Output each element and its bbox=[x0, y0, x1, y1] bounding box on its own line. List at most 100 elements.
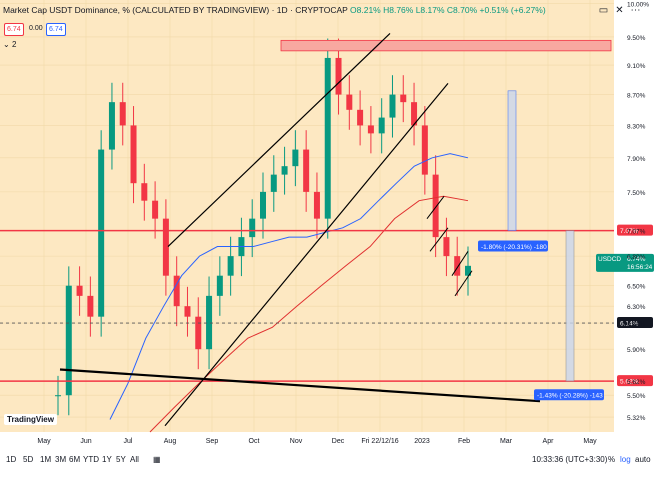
price-label-5-62-bg bbox=[617, 375, 653, 387]
candle-body bbox=[400, 94, 407, 103]
y-tick-label: 9.10% bbox=[627, 63, 646, 70]
candle-body bbox=[292, 149, 299, 167]
x-tick-label: Jul bbox=[124, 438, 133, 445]
time-axis-background bbox=[0, 432, 656, 450]
last-price-countdown: 16:56:24 bbox=[627, 264, 653, 271]
measure-label-2: -1.43% (-20.28%) -143 bbox=[537, 393, 603, 400]
x-tick-label: Dec bbox=[332, 438, 345, 445]
measure-label-2-bg bbox=[534, 389, 604, 401]
candle-body bbox=[227, 256, 234, 276]
candle-body bbox=[378, 117, 385, 134]
range-1y-button[interactable]: 1Y bbox=[102, 455, 112, 464]
range-1d-button[interactable]: 1D bbox=[6, 455, 17, 464]
measure-label-1: -1.80% (-20.31%) -180 bbox=[481, 244, 547, 251]
candle-body bbox=[87, 295, 94, 317]
candle-body bbox=[119, 102, 126, 126]
y-tick-label: 7.07% bbox=[627, 229, 646, 236]
trend-channel-upper[interactable] bbox=[167, 33, 391, 247]
y-tick-label: 7.50% bbox=[627, 190, 646, 197]
percent-toggle[interactable]: % bbox=[608, 455, 616, 464]
measure-box-1[interactable] bbox=[507, 90, 517, 231]
flag-line-a[interactable] bbox=[426, 195, 445, 219]
candle-body bbox=[173, 275, 180, 307]
last-price-symbol: USDCD bbox=[598, 256, 621, 263]
plot-background bbox=[0, 0, 614, 432]
candle-body bbox=[454, 256, 461, 276]
candle-body bbox=[324, 57, 331, 219]
range-3m-button[interactable]: 3M bbox=[55, 455, 67, 464]
price-axis[interactable]: 10.00% 9.50% 9.10% 8.70% 8.30% 7.90% 7.50% 7.07… bbox=[627, 1, 649, 422]
flag-line-b[interactable] bbox=[429, 227, 449, 252]
sell-price-pill[interactable]: 6.74 bbox=[4, 23, 24, 36]
flag-line-d[interactable] bbox=[454, 270, 473, 297]
price-label-7-07: 7.07% bbox=[620, 228, 639, 235]
chevron-down-icon: ⌄ bbox=[3, 40, 10, 49]
candle-body bbox=[346, 94, 353, 110]
range-1m-button[interactable]: 1M bbox=[40, 455, 52, 464]
spread-value: 0.00 bbox=[29, 25, 43, 32]
auto-toggle[interactable]: auto bbox=[635, 455, 651, 464]
range-5y-button[interactable]: 5Y bbox=[116, 455, 126, 464]
time-axis[interactable]: May Jun Jul Aug Sep Oct Nov Dec Fri 22/12/16 2023… bbox=[37, 438, 597, 445]
candle-body bbox=[411, 102, 418, 126]
x-tick-label: Apr bbox=[543, 438, 555, 445]
range-6m-button[interactable]: 6M bbox=[69, 455, 81, 464]
candle-body bbox=[141, 183, 148, 201]
x-tick-label: Feb bbox=[458, 438, 470, 445]
x-tick-label: Fri 22/12/16 bbox=[361, 438, 398, 445]
chart-title: Market Cap USDT Dominance, % (CALCULATED… bbox=[3, 5, 348, 15]
y-tick-label: 6.14% bbox=[627, 321, 646, 328]
candle-body bbox=[313, 191, 320, 219]
range-ytd-button[interactable]: YTD bbox=[83, 455, 99, 464]
candle-body bbox=[206, 295, 213, 350]
y-tick-label: 10.00% bbox=[627, 1, 649, 8]
trend-channel-lower[interactable] bbox=[164, 82, 449, 427]
last-price-bg bbox=[596, 253, 654, 272]
calendar-icon[interactable]: ▦ bbox=[153, 455, 161, 464]
y-tick-label: 6.50% bbox=[627, 284, 646, 291]
candle-body bbox=[76, 285, 83, 296]
logo-text: TradingView bbox=[7, 415, 54, 424]
clock-time[interactable]: 10:33:36 (UTC+3:30) bbox=[532, 455, 608, 464]
candle-body bbox=[130, 125, 137, 184]
y-tick-label: 5.62% bbox=[627, 379, 646, 386]
candle-body bbox=[421, 125, 428, 175]
close-icon[interactable]: ✕ bbox=[615, 5, 624, 16]
support-trend-line[interactable] bbox=[59, 368, 541, 403]
more-icon[interactable]: ⋯ bbox=[630, 5, 641, 16]
y-tick-label: 7.90% bbox=[627, 156, 646, 163]
candle-body bbox=[98, 149, 105, 317]
range-5d-button[interactable]: 5D bbox=[23, 455, 34, 464]
y-tick-label: 9.50% bbox=[627, 35, 646, 42]
range-all-button[interactable]: All bbox=[130, 455, 139, 464]
y-tick-label: 6.80% bbox=[627, 254, 646, 261]
x-tick-label: Oct bbox=[249, 438, 260, 445]
price-label-5-62: 5.62% bbox=[620, 379, 639, 386]
candle-body bbox=[162, 218, 169, 276]
x-tick-label: Mar bbox=[500, 438, 513, 445]
candle-body bbox=[270, 174, 277, 192]
candle-body bbox=[389, 94, 396, 118]
candle-body bbox=[184, 306, 191, 317]
last-price-value: 6.74% bbox=[627, 256, 646, 263]
y-tick-label: 5.32% bbox=[627, 415, 646, 422]
y-tick-label: 8.30% bbox=[627, 123, 646, 130]
candle-body bbox=[432, 174, 439, 238]
minimize-icon[interactable]: ▭ bbox=[598, 5, 609, 16]
moving-average-blue bbox=[109, 153, 469, 420]
candle-body bbox=[195, 316, 202, 350]
candle-body bbox=[303, 149, 310, 192]
buy-price-pill[interactable]: 6.74 bbox=[46, 23, 66, 36]
indicator-collapse-toggle[interactable]: ⌄ 2 bbox=[3, 40, 16, 49]
resistance-zone[interactable] bbox=[280, 39, 612, 52]
flag-line-c[interactable] bbox=[451, 251, 469, 276]
log-toggle[interactable]: log bbox=[620, 455, 631, 464]
measure-box-2[interactable] bbox=[565, 230, 575, 382]
y-tick-label: 5.90% bbox=[627, 347, 646, 354]
candle-body bbox=[152, 200, 159, 219]
candle-body bbox=[443, 237, 450, 257]
candle-body bbox=[249, 218, 256, 238]
chart-header: Market Cap USDT Dominance, % (CALCULATED… bbox=[3, 5, 546, 15]
